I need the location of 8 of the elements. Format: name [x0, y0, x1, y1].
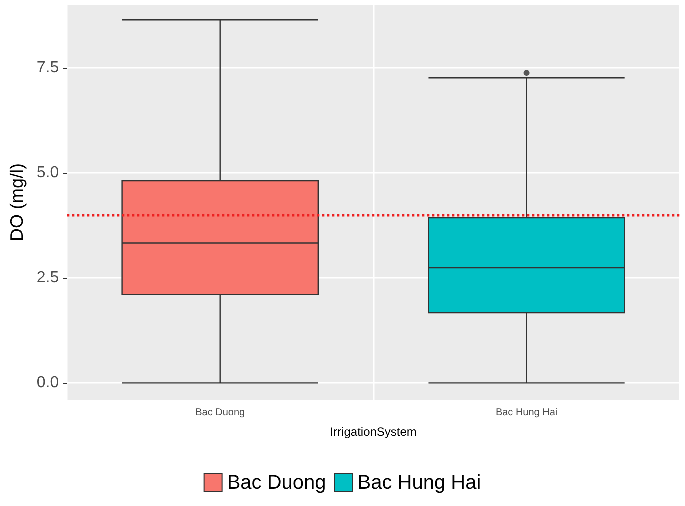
legend-label: Bac Duong [227, 472, 326, 494]
y-tick-label: 0.0 [36, 374, 60, 392]
x-axis-title: IrrigationSystem [330, 425, 417, 439]
y-tick-label: 7.5 [36, 60, 60, 77]
legend-label: Bac Hung Hai [358, 472, 482, 494]
y-tick-label: 2.5 [36, 270, 60, 287]
y-tick-label: 5.0 [36, 164, 60, 182]
y-axis-title: DO (mg/l) [7, 164, 27, 242]
